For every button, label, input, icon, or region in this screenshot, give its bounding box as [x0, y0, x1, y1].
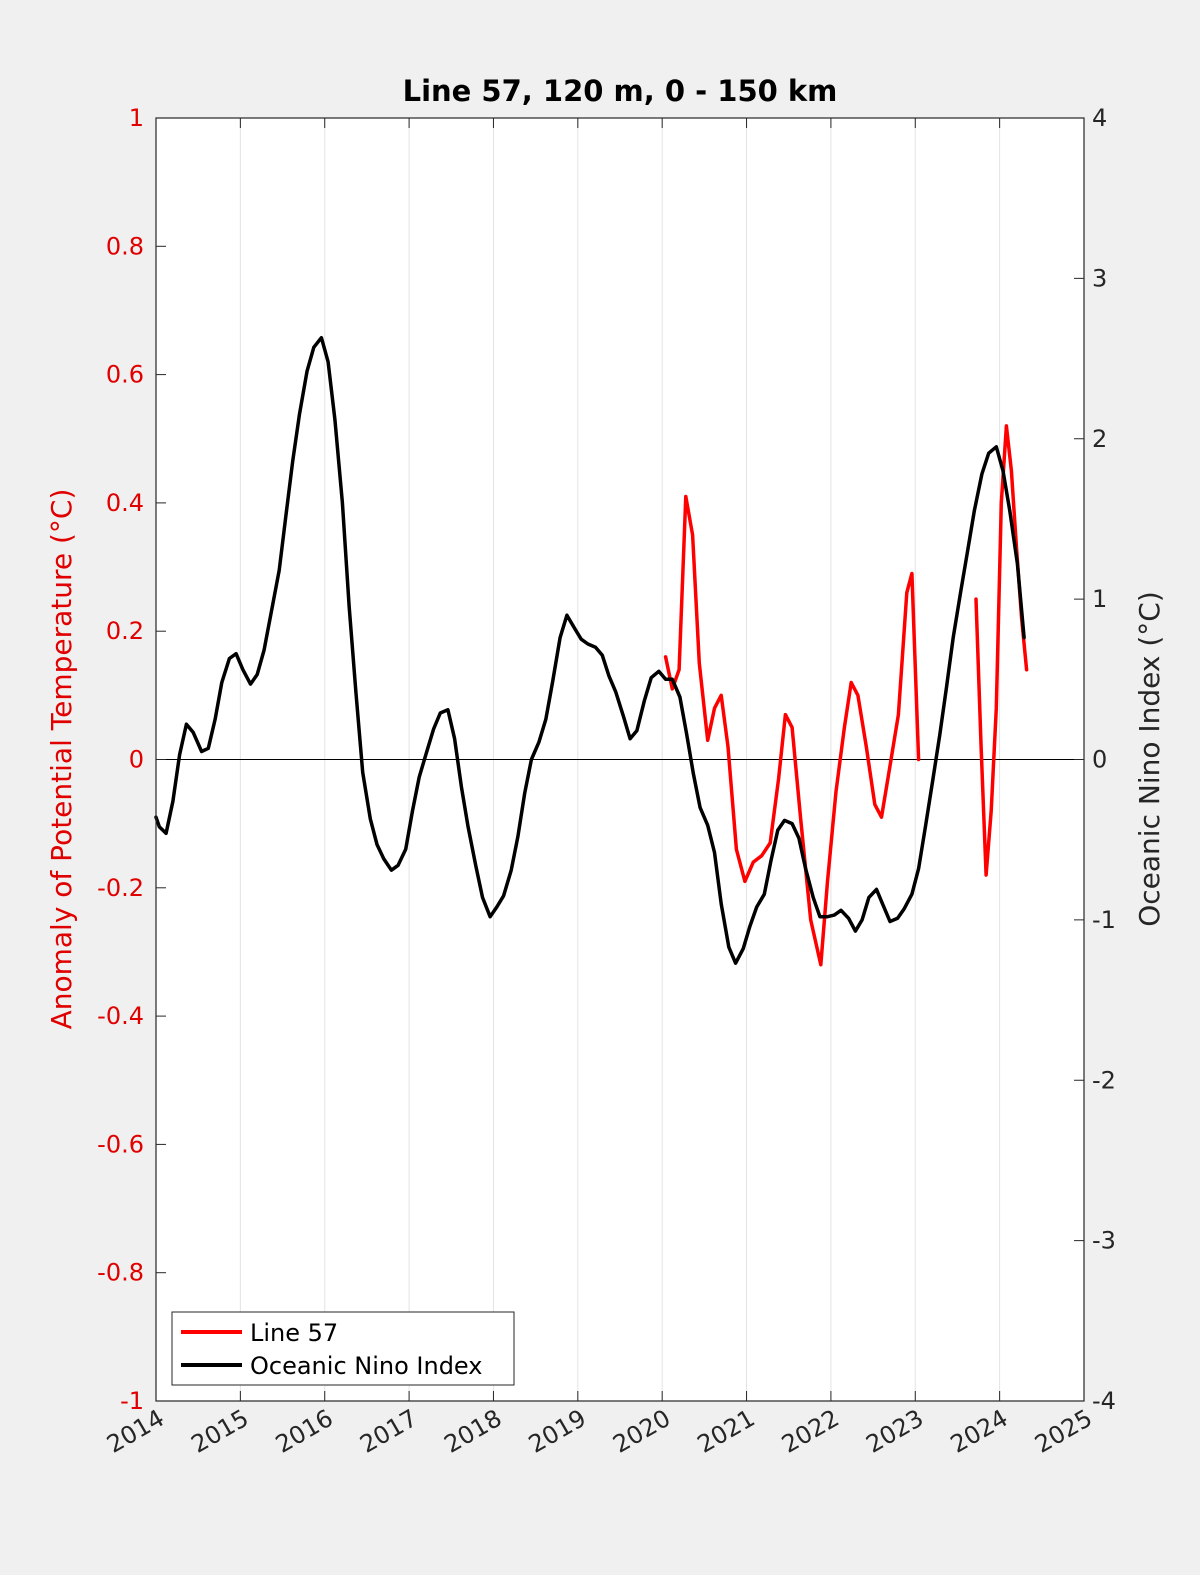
x-tick-label: 2016	[271, 1404, 338, 1459]
y-right-tick-label: -1	[1092, 906, 1116, 934]
y-left-tick-label: 0	[129, 746, 144, 774]
x-tick-label: 2018	[440, 1404, 507, 1459]
x-tick-label: 2021	[693, 1404, 760, 1459]
series-line57-line	[663, 494, 921, 967]
y-right-tick-label: 1	[1092, 585, 1107, 613]
series-group	[154, 335, 1029, 967]
y-left-tick-label: 0.4	[106, 489, 144, 517]
y-left-tick-label: -0.6	[97, 1130, 144, 1158]
tick-marks	[155, 117, 1085, 1402]
y-right-tick-label: 0	[1092, 746, 1107, 774]
x-tick-label: 2024	[946, 1404, 1013, 1459]
x-tick-label: 2019	[524, 1404, 591, 1459]
x-tick-label: 2020	[608, 1404, 675, 1459]
legend: Line 57 Oceanic Nino Index	[171, 1311, 515, 1386]
y-left-tick-label: 0.2	[106, 617, 144, 645]
series-oni-line	[154, 335, 1026, 965]
y-left-tick-label: -0.2	[97, 874, 144, 902]
y-left-tick-label: 0.8	[106, 232, 144, 260]
y-left-tick-label: -0.8	[97, 1259, 144, 1287]
x-tick-label: 2025	[1030, 1404, 1097, 1459]
y-right-tick-label: 3	[1092, 264, 1107, 292]
y-right-tick-label: -2	[1092, 1066, 1116, 1094]
y-axis-left-label: Anomaly of Potential Temperature (°C)	[45, 489, 78, 1030]
y-right-tick-label: 2	[1092, 425, 1107, 453]
y-left-tick-label: 1	[129, 104, 144, 132]
y-left-tick-label: -0.4	[97, 1002, 144, 1030]
y-left-tick-label: -1	[120, 1387, 144, 1415]
legend-box	[171, 1311, 515, 1386]
x-tick-label: 2022	[777, 1404, 844, 1459]
x-tick-label: 2017	[355, 1404, 422, 1459]
x-tick-label: 2023	[861, 1404, 928, 1459]
y-right-tick-label: 4	[1092, 104, 1107, 132]
y-right-tick-label: -3	[1092, 1227, 1116, 1255]
y-right-tick-label: -4	[1092, 1387, 1116, 1415]
y-left-tick-label: 0.6	[106, 361, 144, 389]
chart-title: Line 57, 120 m, 0 - 150 km	[403, 74, 838, 108]
legend-label-line57: Line 57	[250, 1319, 338, 1347]
x-tick-label: 2015	[186, 1404, 253, 1459]
legend-label-oni: Oceanic Nino Index	[250, 1352, 482, 1380]
y-axis-right-label: Oceanic Nino Index (°C)	[1133, 591, 1166, 927]
